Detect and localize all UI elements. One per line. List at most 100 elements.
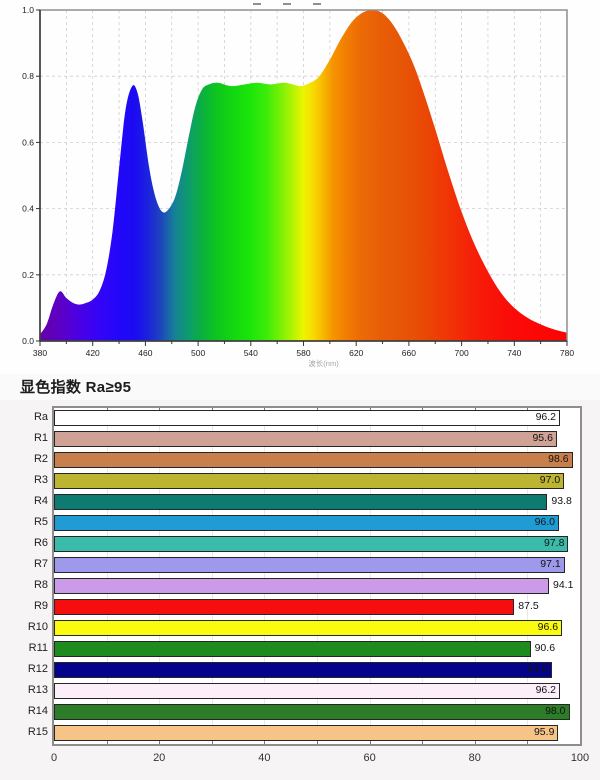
bar-category-label: R4 <box>33 495 48 507</box>
bar-value-label: 95.9 <box>533 726 555 738</box>
bar-value-label: 97.0 <box>539 474 561 486</box>
bar <box>54 494 548 510</box>
bottom-tick <box>159 740 161 744</box>
bar-category-label: R11 <box>28 642 48 654</box>
bottom-tick <box>211 740 213 744</box>
bar-value-label: 97.1 <box>540 558 561 570</box>
spectrum-chart: 380 420 460 500 540 580 620 660 700 740 780 0.0 0.2 0… <box>0 0 600 374</box>
cri-plot-area: Ra 96.2 R1 95.6 R2 98.6 R3 97.0 R4 93.8 R5 96.0 R6 97… <box>28 406 582 746</box>
spectral-power-area <box>40 10 567 341</box>
y-tick-label: 0.6 <box>22 137 34 147</box>
gridline-vertical <box>369 408 371 744</box>
bar <box>54 683 560 699</box>
bar-row: R6 97.8 <box>34 534 580 555</box>
bar <box>54 599 515 615</box>
bar-category-label: R13 <box>27 684 48 696</box>
gridline-vertical <box>159 408 161 744</box>
bar-category-label: R7 <box>33 558 48 570</box>
bar-category-label: R8 <box>33 579 48 591</box>
y-tick-label: 0.8 <box>22 71 34 81</box>
bar-row: R1 95.6 <box>34 429 580 450</box>
cri-bar-chart: Ra 96.2 R1 95.6 R2 98.6 R3 97.0 R4 93.8 R5 96.0 R6 97… <box>0 400 600 780</box>
bar-value-label: 94.6 <box>527 663 548 675</box>
bar <box>54 641 531 657</box>
bar-value-label: 97.8 <box>543 537 565 549</box>
gridline-vertical <box>264 408 266 744</box>
y-tick-label: 1.0 <box>22 5 34 15</box>
bar-value-label: 95.6 <box>532 432 553 444</box>
x-tick-label: 580 <box>296 348 310 358</box>
bar-row: R10 96.6 <box>28 618 580 639</box>
bar-row: R9 87.5 <box>34 597 580 618</box>
cri-x-tick-label: 100 <box>570 752 590 764</box>
bottom-tick <box>369 740 371 744</box>
page-title: 显色指数 Ra≥95 <box>20 379 132 396</box>
bar-value-label: 98.0 <box>545 705 566 717</box>
bottom-tick <box>317 740 318 744</box>
x-tick-label: 780 <box>560 348 574 358</box>
bar-category-label: R3 <box>33 474 48 486</box>
gridline-vertical <box>474 408 476 744</box>
x-tick-label: 540 <box>244 348 258 358</box>
gridline-vertical <box>422 408 424 744</box>
bar-category-label: R2 <box>33 453 48 465</box>
x-tick-label: 620 <box>349 348 363 358</box>
bar-value-label: 98.6 <box>548 453 569 465</box>
bar-value-label: 90.6 <box>534 642 556 654</box>
bar-row: R15 95.9 <box>28 723 580 744</box>
bar-category-label: R15 <box>27 726 48 738</box>
bottom-tick <box>422 740 424 744</box>
bar <box>54 410 560 426</box>
bar-row: R4 93.8 <box>34 492 580 513</box>
bar-row: Ra 96.2 <box>34 408 580 429</box>
gridline-vertical <box>211 408 213 744</box>
bottom-tick <box>264 740 266 744</box>
bar-value-label: 96.0 <box>534 516 555 528</box>
dash-mark <box>253 3 261 5</box>
cri-x-tick-label: 40 <box>258 752 271 764</box>
x-axis-title: 波长(nm) <box>308 358 339 368</box>
bar-row: R7 97.1 <box>34 555 580 576</box>
bar <box>54 620 563 636</box>
cri-x-tick-label: 20 <box>153 752 166 764</box>
x-tick-label: 660 <box>402 348 416 358</box>
bar <box>54 431 557 447</box>
x-tick-label: 740 <box>507 348 521 358</box>
bottom-tick <box>527 740 529 744</box>
bar-row: R12 94.6 <box>28 660 580 681</box>
bar <box>54 704 570 720</box>
x-tick-label: 500 <box>191 348 205 358</box>
bar-category-label: R10 <box>27 621 48 633</box>
bar-row: R13 96.2 <box>28 681 580 702</box>
bottom-tick <box>474 740 476 744</box>
bar-row: R14 98.0 <box>28 702 580 723</box>
bar-value-label: 96.2 <box>535 411 556 423</box>
bar-row: R3 97.0 <box>34 471 580 492</box>
bar <box>54 515 559 531</box>
bar <box>54 557 565 573</box>
spectrum-chart-svg: 380 420 460 500 540 580 620 660 700 740 780 0.0 0.2 0… <box>22 3 574 368</box>
bar-value-label: 96.2 <box>535 684 556 696</box>
bar-row: R5 96.0 <box>34 513 580 534</box>
gridline-vertical <box>317 408 318 744</box>
bar <box>54 662 552 678</box>
bar-category-label: R9 <box>33 600 48 612</box>
bar <box>54 536 569 552</box>
x-tick-label: 420 <box>86 348 100 358</box>
bar-category-label: Ra <box>33 411 48 423</box>
x-tick-label: 380 <box>33 348 47 358</box>
cri-x-tick-label: 0 <box>50 752 58 764</box>
bar-category-label: R14 <box>27 705 48 717</box>
bar-category-label: R12 <box>27 663 48 675</box>
dash-mark <box>283 3 291 5</box>
bar <box>54 725 559 741</box>
bar-value-label: 87.5 <box>518 600 539 612</box>
y-tick-label: 0.2 <box>22 270 34 280</box>
bar-value-label: 93.8 <box>551 495 572 507</box>
dash-mark <box>313 3 321 5</box>
x-tick-label: 460 <box>138 348 152 358</box>
gridline-vertical <box>106 408 108 744</box>
x-tick-label: 700 <box>455 348 469 358</box>
cri-x-tick-label: 80 <box>468 752 481 764</box>
